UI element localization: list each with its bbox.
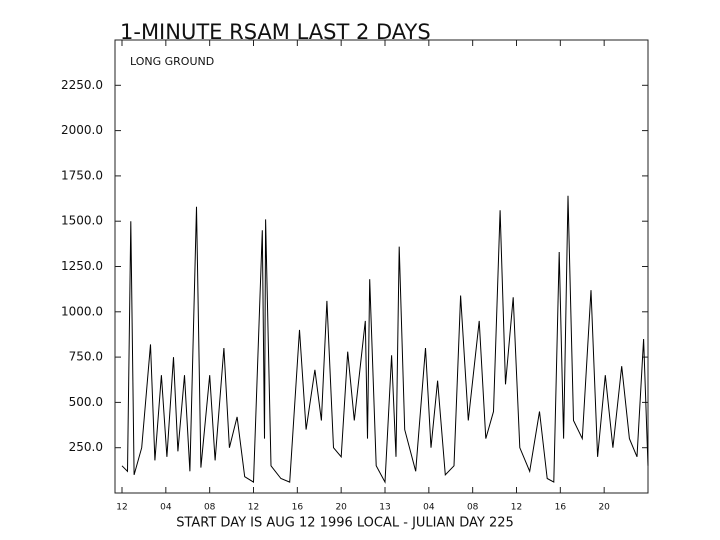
x-tick-label: 04	[423, 503, 435, 513]
x-tick-label: 20	[335, 503, 347, 513]
y-tick-label: 1750.0	[61, 168, 103, 182]
x-tick-label: 08	[467, 503, 479, 513]
x-tick-label: 08	[204, 503, 216, 513]
y-tick-label: 1000.0	[61, 304, 103, 318]
x-tick-label: 04	[160, 503, 172, 513]
x-tick-label: 16	[555, 503, 567, 513]
x-axis-label: START DAY IS AUG 12 1996 LOCAL - JULIAN …	[176, 516, 514, 531]
x-tick-label: 12	[116, 503, 127, 513]
y-tick-label: 1500.0	[61, 214, 103, 228]
x-tick-label: 13	[379, 503, 390, 513]
annotation: LONG GROUND	[130, 55, 214, 68]
rsam-line	[121, 195, 649, 484]
y-tick-label: 2250.0	[61, 78, 103, 92]
y-tick-label: 2000.0	[61, 123, 103, 137]
x-tick-label: 20	[598, 503, 610, 513]
y-tick-label: 1250.0	[61, 259, 103, 273]
x-tick-label: 12	[511, 503, 522, 513]
y-tick-label: 500.0	[69, 395, 103, 409]
y-tick-label: 250.0	[69, 440, 103, 454]
x-tick-label: 12	[248, 503, 259, 513]
x-tick-label: 16	[292, 503, 304, 513]
y-tick-label: 750.0	[69, 350, 103, 364]
